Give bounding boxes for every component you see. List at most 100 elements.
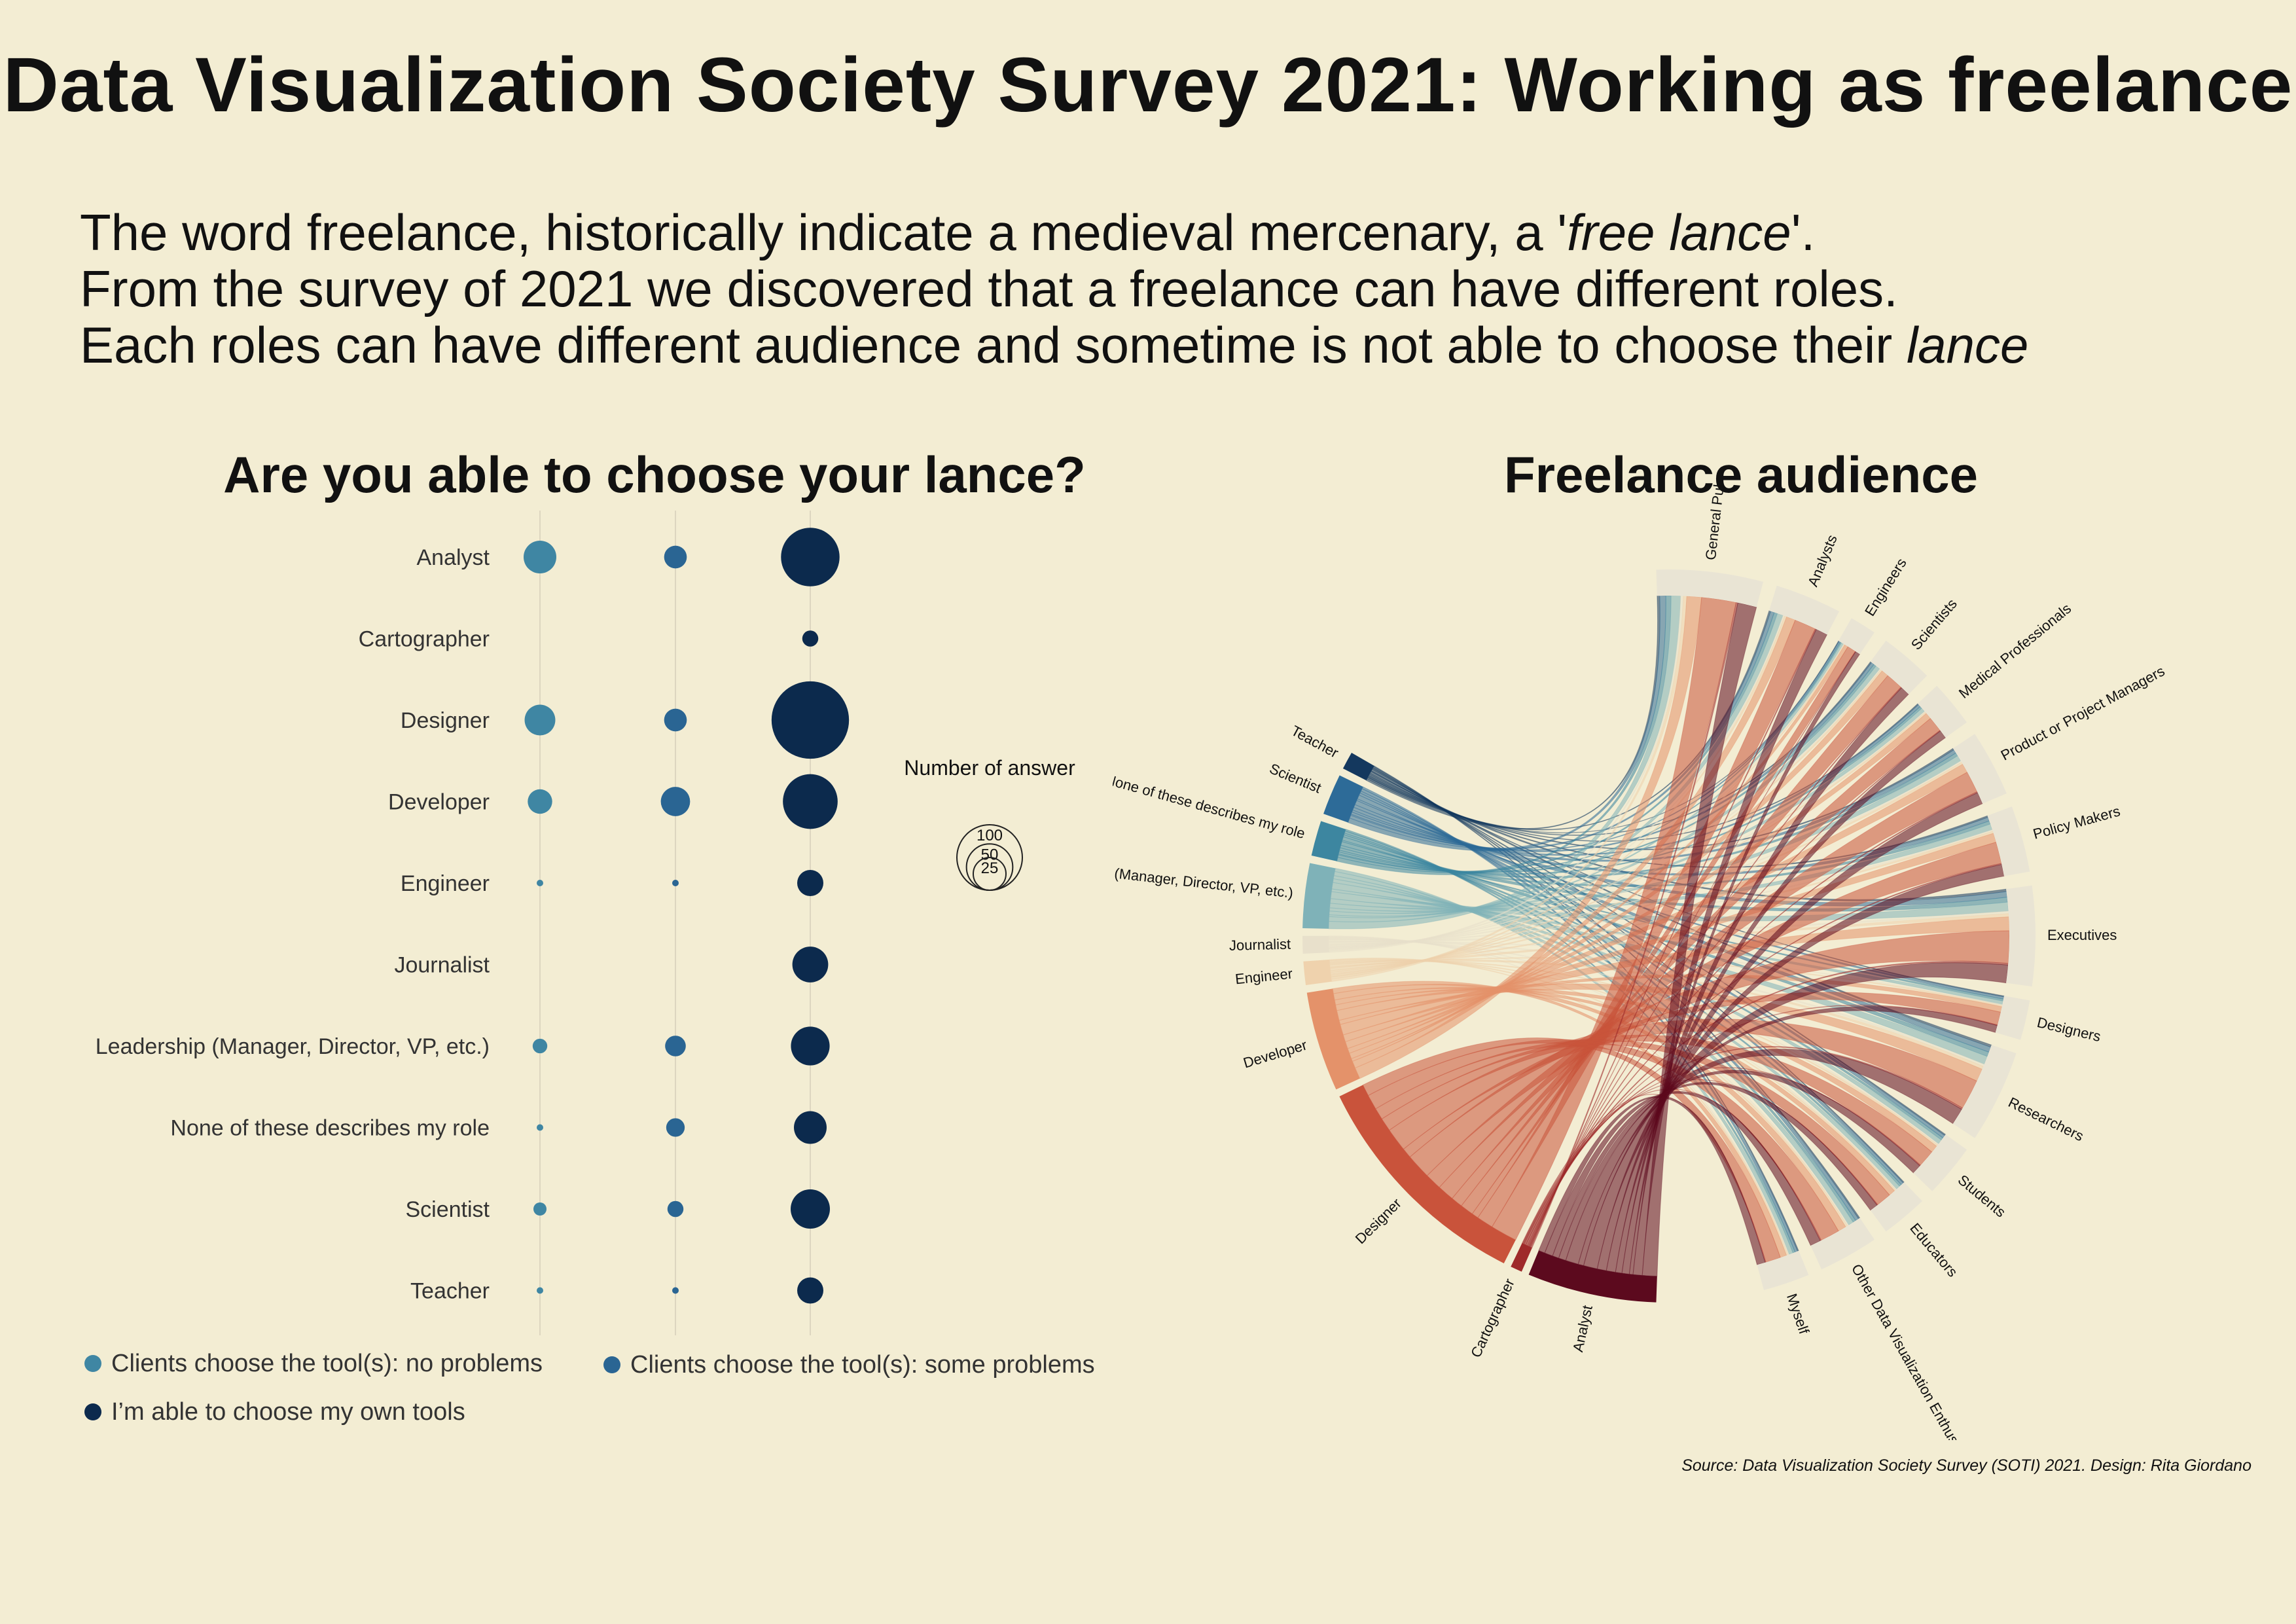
bubble-mark (666, 1118, 685, 1137)
legend-swatch (84, 1403, 101, 1420)
ribbons (1328, 595, 2010, 1277)
row-label: Teacher (410, 1279, 490, 1304)
chord-ribbon (1360, 788, 1859, 1221)
audience-label: Educators (1907, 1220, 1961, 1280)
role-arc (1511, 1243, 1532, 1272)
role-arc (1323, 775, 1363, 823)
audience-arc (1952, 1045, 2017, 1138)
chord-ribbon (1329, 959, 1984, 1070)
audience-arc (1995, 996, 2030, 1040)
role-label: Analyst (1570, 1304, 1596, 1354)
chord-ribbon (1344, 830, 1857, 1223)
bubble-mark (672, 880, 679, 886)
chord-ribbon (1332, 981, 1787, 1258)
bubble-mark (802, 630, 819, 647)
bubble-mark (783, 774, 838, 829)
bubble-mark (537, 1287, 543, 1294)
audience-label: Executives (2047, 927, 2117, 943)
audience-arc (1656, 569, 1764, 607)
role-arc (1342, 753, 1374, 781)
bubble-mark (791, 1026, 830, 1066)
audience-label: General Public (1702, 484, 1729, 561)
size-legend-label: 50 (981, 846, 999, 863)
audience-label: Researchers (2006, 1094, 2087, 1144)
audience-arc (1838, 618, 1874, 655)
audience-label: Designers (2036, 1014, 2102, 1045)
intro-line-1: The word freelance, historically indicat… (80, 204, 1816, 261)
chord-ribbon (1530, 628, 1817, 1248)
size-legend-circle (973, 857, 1007, 891)
chord-ribbon (1528, 686, 1903, 1248)
chord-ribbon (1344, 829, 1796, 1254)
bubble-mark (537, 1124, 543, 1131)
role-label: Designer (1352, 1195, 1405, 1248)
audience-arc (1917, 685, 1967, 738)
audience-arc (1870, 1182, 1922, 1232)
audience-label: Analysts (1804, 532, 1840, 588)
audience-arc (1768, 585, 1840, 635)
chord-ribbon (1527, 791, 1979, 1247)
audience-arc (1810, 1218, 1874, 1270)
legend-swatch (603, 1356, 620, 1373)
intro-line-3: Each roles can have different audience a… (80, 316, 2029, 374)
chord-ribbon (1521, 1094, 1767, 1263)
role-label: Scientist (1267, 760, 1323, 796)
bubble-mark (524, 704, 556, 736)
audience-arc (1870, 640, 1928, 695)
bubble-chart-title: Are you able to choose your lance? (223, 446, 1086, 503)
audience-arc (1913, 1134, 1967, 1191)
legend-label: Clients choose the tool(s): no problems (111, 1350, 543, 1377)
bubble-mark (792, 947, 829, 983)
row-label: Leadership (Manager, Director, VP, etc.) (96, 1034, 490, 1059)
audience-label: Medical Professionals (1956, 600, 2074, 702)
role-arc (1306, 988, 1360, 1090)
bubble-mark (664, 708, 687, 732)
row-label: Cartographer (359, 627, 490, 652)
bubble-mark (781, 528, 840, 586)
chord-ribbon (1544, 1091, 1821, 1257)
chord-ribbon (1328, 936, 1850, 1227)
role-label: Developer (1242, 1037, 1309, 1072)
intro-line-2: From the survey of 2021 we discovered th… (80, 260, 1898, 317)
legend-label: I’m able to choose my own tools (111, 1398, 465, 1426)
role-label: None of these describes my role (1113, 771, 1307, 842)
bubble-mark (797, 1277, 823, 1304)
chord-ribbon (1552, 1081, 1878, 1259)
bubble-mark (771, 681, 850, 759)
row-label: Designer (401, 708, 490, 733)
size-legend-label: 100 (977, 827, 1003, 844)
page-title: Data Visualization Society Survey 2021: … (3, 42, 2293, 128)
audience-label: Students (1955, 1172, 2009, 1221)
bubble-mark (797, 870, 823, 896)
chord-ribbon (1368, 748, 1954, 850)
bubble-chart: Analyst Cartographer Designer Developer Engi… (84, 511, 1095, 1426)
role-label: Leadership (Manager, Director, VP, etc.) (1113, 857, 1294, 901)
row-label: Journalist (394, 953, 490, 978)
audience-label: Product or Project Managers (1998, 662, 2168, 763)
chord-ribbon (1328, 829, 1994, 946)
bubble-mark (528, 789, 552, 814)
row-label: Scientist (406, 1197, 490, 1222)
bubble-mark (524, 541, 556, 573)
size-legend-label: 25 (981, 859, 999, 877)
role-label: Journalist (1229, 936, 1291, 954)
role-label: Cartographer (1467, 1276, 1518, 1360)
bubble-mark (533, 1202, 547, 1216)
size-legend-title: Number of answer (904, 756, 1075, 780)
audience-arc (1757, 1250, 1809, 1290)
chord-ribbon (1331, 615, 1787, 980)
chord-ribbon (1361, 786, 1799, 1253)
legend-label: Clients choose the tool(s): some problem… (630, 1351, 1095, 1379)
bubble-mark (667, 1200, 684, 1218)
bubble-mark (791, 1189, 830, 1229)
role-label: Engineer (1234, 965, 1293, 988)
audience-label: Myself (1784, 1291, 1812, 1337)
bubble-mark (794, 1111, 827, 1144)
source-note: Source: Data Visualization Society Surve… (1681, 1456, 2251, 1475)
row-label: Developer (388, 790, 490, 815)
row-label: Analyst (417, 545, 490, 570)
role-arc (1302, 863, 1336, 929)
chord-ribbon (1371, 770, 2005, 998)
bubble-mark (537, 880, 543, 886)
